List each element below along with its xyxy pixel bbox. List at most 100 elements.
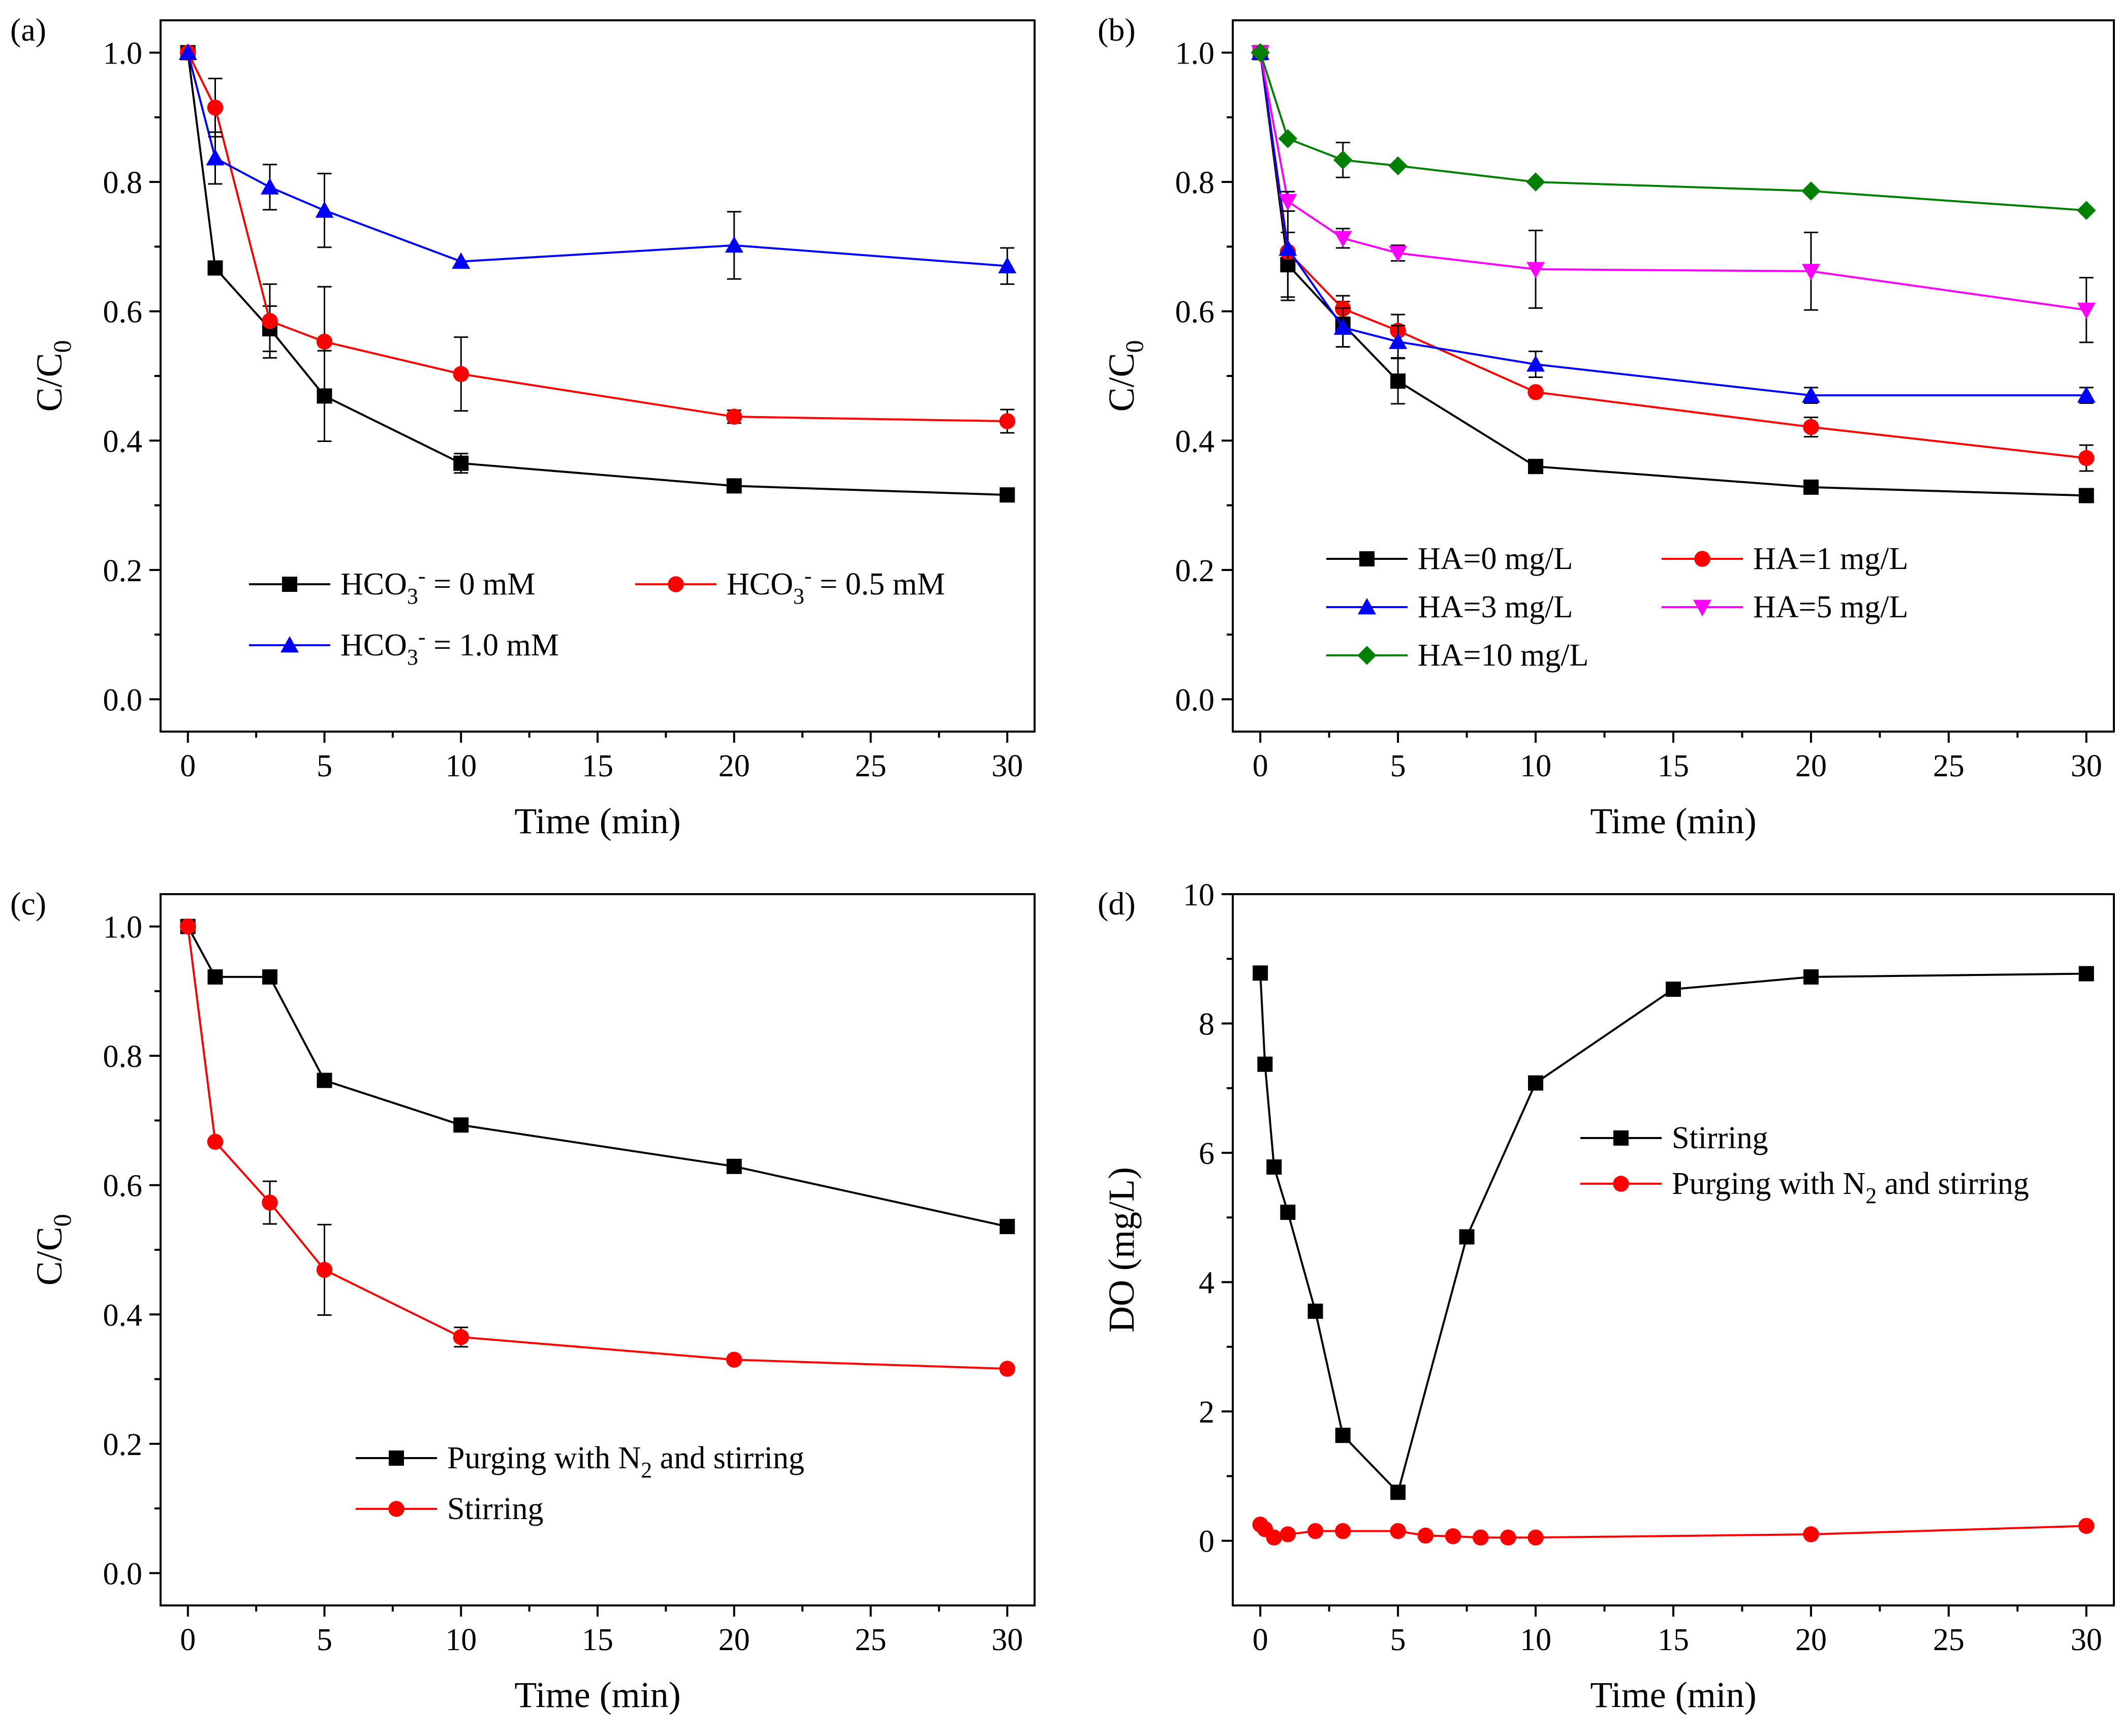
- data-point: [1280, 1526, 1296, 1542]
- y-tick-label: 8: [1199, 1007, 1214, 1042]
- data-point: [1527, 384, 1544, 400]
- x-tick-label: 15: [582, 1623, 613, 1657]
- data-point: [1388, 156, 1408, 176]
- data-point: [725, 236, 743, 253]
- y-tick-label: 0.0: [103, 1557, 143, 1591]
- legend-item: Purging with N2 and stirring: [1580, 1166, 2029, 1208]
- data-point: [453, 1329, 469, 1345]
- legend: HCO3- = 0 mM HCO3- = 0.5 mM HCO3- = 1.0 mM: [249, 563, 945, 670]
- series-1: [180, 44, 1015, 434]
- legend-label: HCO3- = 0 mM: [340, 563, 535, 609]
- legend-marker: [388, 1501, 404, 1517]
- x-axis-title: Time (min): [514, 1675, 680, 1715]
- y-tick-label: 0.0: [1175, 683, 1215, 717]
- y-tick-label: 1.0: [1175, 37, 1215, 71]
- panel-label: (d): [1098, 886, 1136, 922]
- panel-a: 0 5 10 15 20 25 30 0.0 0.2 0.4 0.6 0.8 1.0 Time (min)…: [10, 12, 1036, 841]
- data-point: [1000, 1219, 1015, 1235]
- legend-label: Stirring: [1672, 1121, 1768, 1155]
- data-point: [1278, 129, 1298, 148]
- x-tick-label: 5: [317, 749, 332, 783]
- legend-marker: [280, 636, 299, 653]
- data-point: [1803, 479, 1819, 495]
- data-point: [726, 1351, 742, 1368]
- data-point: [452, 252, 471, 269]
- x-axis-title: Time (min): [514, 801, 680, 841]
- panel-c: 0 5 10 15 20 25 30 0.0 0.2 0.4 0.6 0.8 1.0 Time (min)…: [10, 886, 1036, 1715]
- legend-item: Stirring: [356, 1492, 543, 1526]
- legend-item: HCO3- = 0.5 mM: [635, 563, 945, 609]
- legend-marker: [1358, 598, 1376, 615]
- y-tick-label: 6: [1199, 1137, 1214, 1171]
- data-point: [1278, 239, 1297, 256]
- legend-marker: [1694, 551, 1710, 567]
- y-tick-label: 1.0: [103, 910, 143, 945]
- data-point: [1801, 264, 1820, 280]
- x-tick-label: 25: [855, 749, 887, 783]
- legend-marker: [668, 576, 684, 592]
- data-point: [317, 1072, 332, 1088]
- y-tick-label: 0.4: [103, 424, 143, 459]
- data-point: [1333, 150, 1353, 170]
- x-tick-label: 20: [1795, 749, 1827, 783]
- data-point: [206, 149, 225, 166]
- x-tick-label: 20: [719, 1623, 750, 1657]
- data-point: [1390, 1485, 1406, 1500]
- x-tick-label: 0: [1253, 1623, 1268, 1657]
- data-point: [1251, 43, 1270, 62]
- data-point: [2077, 201, 2096, 220]
- y-tick-label: 4: [1199, 1266, 1214, 1301]
- data-point: [207, 260, 223, 276]
- data-point: [999, 413, 1015, 429]
- x-axis-title: Time (min): [1590, 1675, 1756, 1715]
- series-0: [1253, 965, 2094, 1500]
- x-tick-label: 5: [1390, 1623, 1406, 1657]
- y-axis-title: C/C0: [1101, 340, 1148, 412]
- y-tick-label: 0.8: [1175, 166, 1215, 200]
- panel-b: 0 5 10 15 20 25 30 0.0 0.2 0.4 0.6 0.8 1.0 Time (min)…: [1098, 12, 2115, 841]
- legend-marker: [1359, 551, 1375, 566]
- x-tick-label: 25: [855, 1623, 887, 1657]
- legend-item: HA=10 mg/L: [1326, 638, 1588, 673]
- data-point: [726, 1158, 742, 1174]
- y-tick-label: 2: [1199, 1395, 1214, 1430]
- legend-marker: [389, 1450, 404, 1466]
- data-point: [453, 455, 469, 471]
- data-point: [1335, 1523, 1351, 1539]
- y-tick-label: 10: [1183, 878, 1214, 912]
- y-tick-label: 0.6: [1175, 295, 1215, 330]
- series-2: [178, 43, 1017, 285]
- x-tick-label: 15: [1658, 749, 1689, 783]
- data-point: [262, 969, 277, 985]
- data-point: [1390, 373, 1406, 389]
- panel-label: (a): [10, 12, 46, 48]
- x-tick-label: 0: [180, 749, 196, 783]
- x-tick-label: 30: [2071, 1623, 2102, 1657]
- data-point: [207, 100, 224, 116]
- data-point: [1307, 1523, 1324, 1539]
- legend: Stirring Purging with N2 and stirring: [1580, 1121, 2029, 1208]
- data-point: [2078, 966, 2094, 982]
- data-point: [1526, 172, 1545, 192]
- data-point: [453, 366, 469, 382]
- data-point: [1278, 194, 1297, 211]
- data-point: [1390, 1523, 1406, 1539]
- legend-label: HA=1 mg/L: [1753, 542, 1908, 576]
- x-tick-label: 10: [1520, 1623, 1551, 1657]
- x-tick-label: 15: [1658, 1623, 1689, 1657]
- data-point: [2078, 450, 2095, 466]
- data-point: [1417, 1527, 1434, 1544]
- data-point: [1801, 386, 1820, 403]
- y-tick-label: 0.4: [103, 1298, 143, 1333]
- x-tick-label: 5: [317, 1623, 332, 1657]
- legend-marker: [1613, 1130, 1629, 1146]
- series-0: [180, 919, 1015, 1235]
- legend: HA=0 mg/L HA=1 mg/L HA=3 mg/L HA=5 mg/L HA=1…: [1326, 542, 1908, 673]
- legend-marker: [1357, 646, 1377, 665]
- data-point: [1333, 318, 1352, 335]
- legend-item: Purging with N2 and stirring: [356, 1441, 804, 1482]
- x-tick-label: 20: [1795, 1623, 1827, 1657]
- data-point: [180, 918, 196, 935]
- data-point: [1500, 1529, 1516, 1546]
